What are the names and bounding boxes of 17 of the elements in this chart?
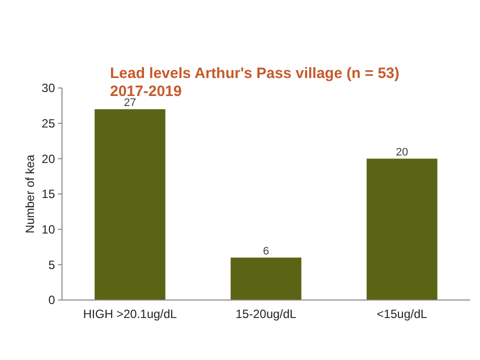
data-label: 20 bbox=[396, 146, 408, 159]
bar bbox=[366, 158, 438, 300]
y-tick-label: 10 bbox=[42, 222, 56, 237]
y-tick-label: 15 bbox=[42, 187, 56, 202]
y-tick-label: 0 bbox=[48, 293, 56, 308]
x-tick-label: 15-20ug/dL bbox=[236, 307, 297, 321]
y-tick-label: 25 bbox=[42, 116, 56, 131]
y-tick-label: 30 bbox=[42, 81, 56, 96]
y-tick-label: 5 bbox=[48, 258, 56, 272]
data-label: 27 bbox=[124, 97, 136, 110]
x-tick-label: <15ug/dL bbox=[376, 307, 428, 321]
bar bbox=[230, 258, 302, 300]
x-tick-label: HIGH >20.1ug/dL bbox=[83, 307, 178, 321]
data-label: 6 bbox=[262, 246, 270, 258]
y-tick-label: 20 bbox=[42, 152, 56, 166]
bar bbox=[94, 109, 166, 300]
y-axis-title: Number of kea bbox=[23, 154, 37, 234]
